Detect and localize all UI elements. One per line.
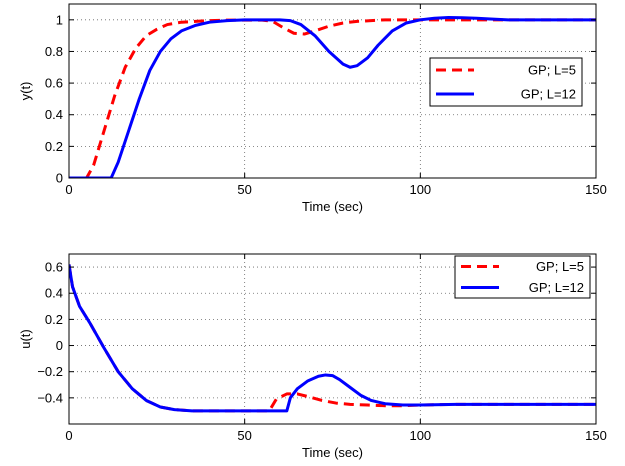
y-axis-label: u(t)	[18, 329, 33, 349]
x-tick-label-0: 0	[65, 182, 72, 197]
legend-box	[454, 255, 591, 299]
series-line-2	[69, 15, 596, 178]
legend-label-1: GP; L=5	[536, 259, 584, 274]
legend: GP; L=5 GP; L=12	[454, 255, 591, 299]
x-tick-label-3: 150	[585, 428, 607, 443]
y-tick-label-0: −0.4	[37, 390, 63, 405]
y-tick-label-1: 0.2	[45, 139, 63, 154]
y-tick-label-5: 0.6	[45, 260, 63, 275]
legend: GP; L=5 GP; L=12	[429, 57, 583, 107]
axes-frame	[68, 3, 597, 179]
x-tick-label-1: 50	[237, 428, 251, 443]
y-axis-label: y(t)	[18, 82, 33, 101]
legend-label-2: GP; L=12	[529, 280, 584, 295]
legend-label-2: GP; L=12	[521, 87, 576, 102]
chart-panel-1: 0 50 100 150 0 0.2 0.4 0.6 0.8 1 Time (sec) y(t) GP;…	[18, 3, 607, 214]
y-tick-label-2: 0	[56, 338, 63, 353]
x-tick-label-1: 50	[237, 182, 251, 197]
legend-label-1: GP; L=5	[528, 63, 576, 78]
series-line-2	[69, 264, 596, 413]
chart-panel-2: 0 50 100 150 −0.4 −0.2 0 0.2 0.4 0.6 Time (sec) u(t…	[18, 253, 607, 460]
x-tick-label-2: 100	[409, 428, 431, 443]
x-tick-label-2: 100	[409, 182, 431, 197]
y-tick-label-3: 0.2	[45, 312, 63, 327]
x-tick-label-0: 0	[65, 428, 72, 443]
y-tick-label-5: 1	[56, 12, 63, 27]
y-tick-label-3: 0.6	[45, 76, 63, 91]
x-tick-label-3: 150	[585, 182, 607, 197]
y-tick-label-4: 0.4	[45, 286, 63, 301]
y-tick-label-0: 0	[56, 171, 63, 186]
y-tick-label-1: −0.2	[37, 364, 63, 379]
y-tick-label-2: 0.4	[45, 107, 63, 122]
legend-box	[429, 57, 583, 107]
x-axis-label: Time (sec)	[302, 199, 363, 214]
x-axis-label: Time (sec)	[302, 445, 363, 460]
y-tick-label-4: 0.8	[45, 44, 63, 59]
axes-frame	[68, 253, 597, 425]
